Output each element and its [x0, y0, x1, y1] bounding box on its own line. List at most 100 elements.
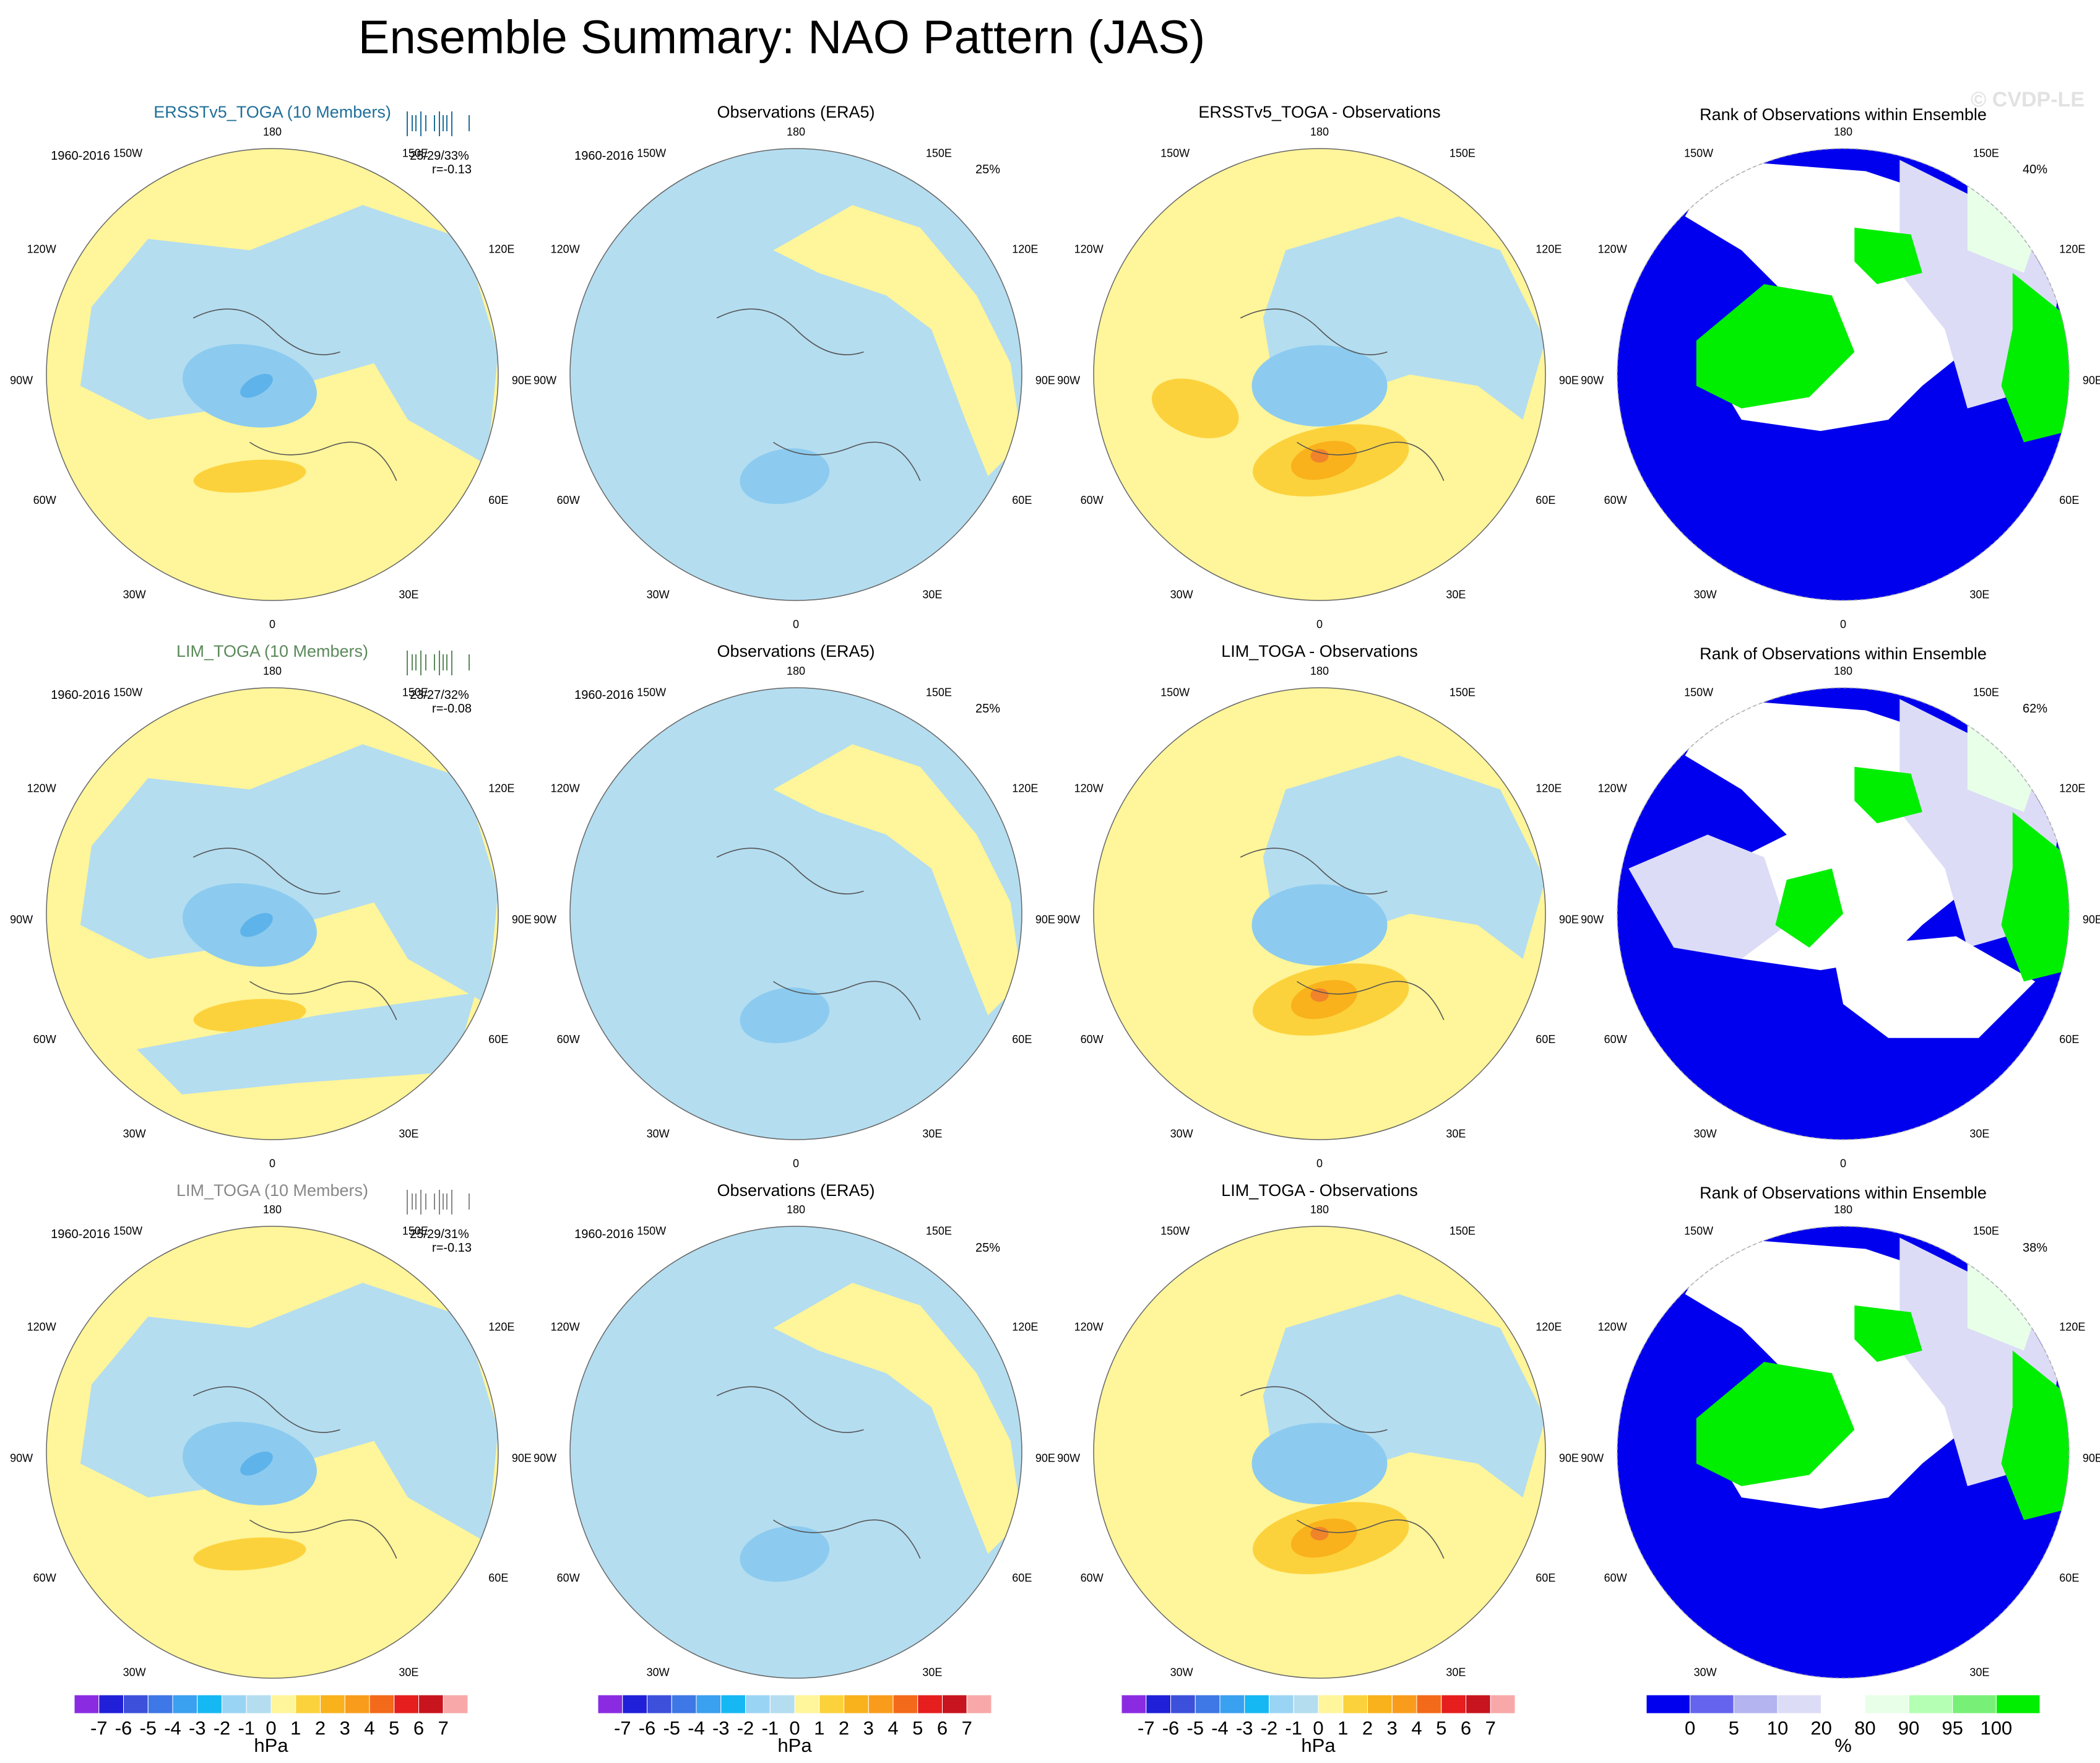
longitude-label: 60E	[488, 1572, 508, 1584]
longitude-label: 180	[263, 1203, 282, 1216]
longitude-label: 30W	[647, 588, 670, 600]
rank-region-green-east	[2001, 272, 2069, 443]
longitude-label: 120W	[1598, 782, 1627, 795]
colorbar-swatch	[844, 1694, 869, 1714]
rank-region-green-center	[1696, 284, 1855, 409]
longitude-label: 150W	[1160, 686, 1190, 698]
colorbar-tick-label: 3	[863, 1717, 874, 1739]
member-ticks	[407, 111, 470, 136]
colorbar-swatch	[1416, 1694, 1442, 1714]
longitude-label: 30W	[123, 1666, 146, 1678]
map-field	[570, 1226, 1022, 1678]
observations-title: Observations (ERA5)	[717, 1181, 875, 1200]
rank-region-mint	[1967, 182, 2036, 273]
colorbar-tick-label: -3	[1236, 1717, 1253, 1739]
colorbar-swatch	[369, 1694, 395, 1714]
longitude-label: 0	[269, 618, 275, 631]
map-field	[46, 688, 498, 1140]
map-border	[1617, 148, 2070, 601]
panel-ensemble: LIM_TOGA (10 Members) 1960-2016 25/29/31%r…	[10, 1181, 532, 1709]
correlation-label: r=-0.08	[432, 702, 472, 716]
longitude-label: 180	[787, 126, 805, 138]
colorbar-tick-label: 0	[789, 1717, 800, 1739]
ensemble-title: ERSSTv5_TOGA (10 Members)	[153, 103, 391, 121]
colorbar-tick-label: -2	[737, 1717, 754, 1739]
rank-region-green-north	[1854, 227, 1922, 284]
longitude-label: 0	[1840, 618, 1846, 631]
colorbar-swatch	[320, 1694, 345, 1714]
longitude-label: 90E	[2083, 1452, 2100, 1464]
colorbar-tick-label: 4	[1411, 1717, 1422, 1739]
ensemble-title: LIM_TOGA (10 Members)	[176, 642, 368, 661]
colorbar-tick-label: 90	[1898, 1717, 1919, 1739]
colorbar-tick-label: 7	[438, 1717, 449, 1739]
longitude-label: 30W	[1170, 1127, 1193, 1140]
longitude-label: 90E	[1559, 913, 1579, 925]
colorbar-swatch	[344, 1694, 370, 1714]
colorbar-swatch	[1146, 1694, 1171, 1714]
colorbar-tick-label: 6	[413, 1717, 424, 1739]
colorbar-swatch	[868, 1694, 894, 1714]
longitude-label: 150W	[1160, 147, 1190, 159]
longitude-label: 60W	[1081, 494, 1104, 506]
colorbar-tick-label: 0	[1313, 1717, 1323, 1739]
longitude-label: 120E	[488, 1321, 514, 1333]
observations-title: Observations (ERA5)	[717, 642, 875, 661]
difference-title: LIM_TOGA - Observations	[1221, 1181, 1418, 1200]
longitude-label: 30E	[399, 588, 418, 600]
rank-title: Rank of Observations within Ensemble	[1700, 644, 1987, 663]
coastline	[192, 308, 397, 481]
longitude-label: 120W	[1598, 1321, 1627, 1333]
map-field	[570, 149, 1022, 600]
longitude-label: 120E	[1536, 243, 1562, 256]
longitude-label: 90E	[1035, 374, 1055, 386]
colorbar-tick-label: -5	[139, 1717, 157, 1739]
negative-anomaly-core	[1251, 884, 1388, 966]
colorbar-swatch	[1219, 1694, 1245, 1714]
longitude-label: 150E	[1450, 147, 1476, 159]
longitude-label: 60E	[2059, 494, 2079, 506]
period-label: 1960-2016	[574, 688, 634, 702]
longitude-label: 150E	[926, 1224, 952, 1237]
rank-region-green-east	[2001, 812, 2069, 982]
colorbar-tick-label: -1	[238, 1717, 255, 1739]
longitude-label: 90E	[512, 913, 532, 925]
colorbar-unit: hPa	[1301, 1735, 1336, 1756]
map-field	[46, 1226, 498, 1678]
negative-anomaly-core	[740, 448, 830, 505]
longitude-label: 30W	[1694, 1666, 1717, 1678]
colorbar-swatch	[1646, 1694, 1691, 1714]
map-border	[46, 687, 499, 1140]
positive-anomaly-region	[773, 744, 1022, 1016]
negative-anomaly-region	[80, 744, 498, 1004]
longitude-label: 150W	[113, 147, 142, 159]
rank-region-lavender-west	[1628, 834, 1787, 959]
negative-anomaly-core	[1251, 345, 1388, 427]
colorbar-tick-label: 3	[340, 1717, 350, 1739]
longitude-label: 30W	[123, 588, 146, 600]
longitude-label: 90W	[534, 1452, 556, 1464]
map-field	[46, 149, 498, 600]
colorbar-swatch	[1864, 1694, 1909, 1714]
map-field	[1094, 149, 1545, 600]
longitude-label: 90W	[1581, 913, 1604, 925]
colorbar: -7 -6 -5 -4 -3 -2 -1 0 1 2 3 4 5 6 7 hPa	[74, 1694, 469, 1756]
observations-title: Observations (ERA5)	[717, 103, 875, 121]
colorbar-tick-label: -7	[90, 1717, 108, 1739]
colorbar-tick-label: -6	[639, 1717, 656, 1739]
longitude-label: 0	[793, 618, 799, 631]
longitude-label: 120W	[551, 1321, 580, 1333]
map-field	[1617, 149, 2069, 600]
map-field	[1094, 1226, 1545, 1678]
coastline	[1240, 847, 1445, 1020]
coastline	[716, 1386, 921, 1559]
colorbar-swatch	[1777, 1694, 1822, 1714]
colorbar-tick-label: -5	[663, 1717, 680, 1739]
longitude-label: 30E	[1969, 588, 1989, 600]
colorbar-tick-label: 0	[266, 1717, 276, 1739]
map-border	[46, 1226, 499, 1679]
colorbar-swatch	[147, 1694, 173, 1714]
longitude-label: 60W	[1604, 1033, 1627, 1046]
longitude-label: 30E	[399, 1666, 418, 1678]
longitude-label: 60E	[488, 494, 508, 506]
